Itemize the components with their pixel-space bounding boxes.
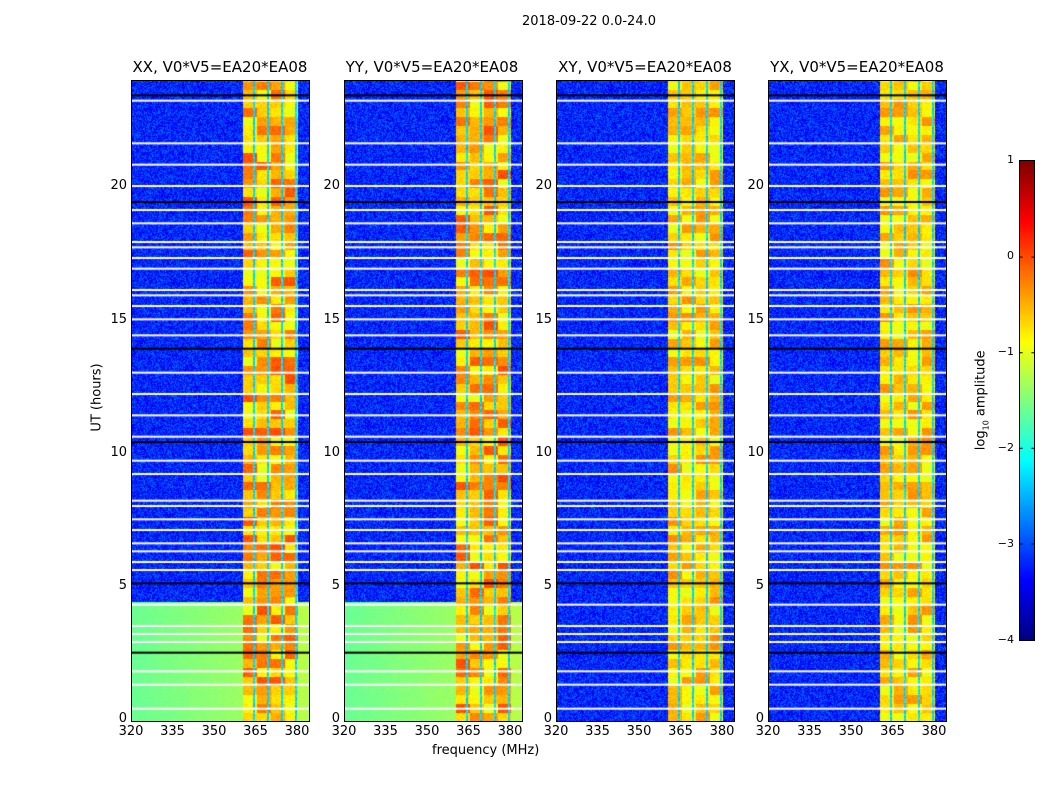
colorbar-tick-label: 1 bbox=[1007, 153, 1014, 166]
y-tick-label: 15 bbox=[747, 311, 764, 327]
heatmap-yx bbox=[768, 80, 947, 722]
y-tick-label: 10 bbox=[535, 444, 552, 460]
y-tick-label: 10 bbox=[323, 444, 340, 460]
x-tick-label: 350 bbox=[414, 724, 440, 739]
y-tick-label: 20 bbox=[747, 178, 764, 194]
x-tick-label: 335 bbox=[797, 724, 822, 739]
x-tick-label: 335 bbox=[160, 724, 185, 739]
x-tick-label: 350 bbox=[201, 724, 227, 739]
colorbar-tick-label: −1 bbox=[997, 345, 1014, 358]
x-tick-label: 320 bbox=[118, 724, 144, 739]
x-tick-label: 320 bbox=[331, 724, 357, 739]
y-tick-label: 15 bbox=[110, 311, 127, 327]
colorbar-label: log10 amplitude bbox=[973, 350, 991, 451]
x-tick-label: 365 bbox=[456, 724, 481, 739]
colorbar bbox=[1019, 160, 1035, 641]
x-tick-label: 335 bbox=[585, 724, 610, 739]
y-tick-label: 15 bbox=[535, 311, 552, 327]
y-tick-label: 5 bbox=[543, 577, 552, 593]
colorbar-tick-label: −3 bbox=[997, 537, 1014, 550]
y-tick-label: 5 bbox=[755, 577, 764, 593]
heatmap-xy bbox=[556, 80, 735, 722]
x-tick-label: 380 bbox=[497, 724, 523, 739]
heatmap-xx bbox=[131, 80, 310, 722]
x-tick-label: 320 bbox=[755, 724, 781, 739]
x-tick-label: 350 bbox=[838, 724, 864, 739]
y-tick-label: 0 bbox=[543, 711, 552, 726]
y-tick-label: 20 bbox=[110, 178, 127, 194]
figure-title: 2018-09-22 0.0-24.0 bbox=[522, 14, 656, 29]
panel-title-xx: XX, V0*V5=EA20*EA08 bbox=[132, 58, 308, 76]
y-axis-label: UT (hours) bbox=[89, 363, 105, 432]
x-tick-label: 320 bbox=[543, 724, 569, 739]
y-tick-label: 5 bbox=[331, 577, 340, 593]
x-tick-label: 365 bbox=[243, 724, 268, 739]
panel-title-yx: YX, V0*V5=EA20*EA08 bbox=[770, 58, 944, 76]
x-tick-label: 380 bbox=[284, 724, 310, 739]
y-tick-label: 10 bbox=[110, 444, 127, 460]
y-tick-label: 0 bbox=[331, 711, 340, 726]
y-tick-label: 15 bbox=[323, 311, 340, 327]
x-tick-label: 365 bbox=[668, 724, 693, 739]
y-tick-label: 10 bbox=[747, 444, 764, 460]
y-tick-label: 5 bbox=[118, 577, 127, 593]
y-tick-label: 20 bbox=[535, 178, 552, 194]
colorbar-tick-label: −2 bbox=[997, 441, 1014, 454]
x-tick-label: 380 bbox=[709, 724, 735, 739]
panel-title-yy: YY, V0*V5=EA20*EA08 bbox=[345, 58, 519, 76]
panel-title-xy: XY, V0*V5=EA20*EA08 bbox=[558, 58, 732, 76]
heatmap-yy bbox=[344, 80, 523, 722]
y-tick-label: 0 bbox=[755, 711, 764, 726]
y-tick-label: 0 bbox=[118, 711, 127, 726]
x-tick-label: 380 bbox=[921, 724, 947, 739]
x-tick-label: 365 bbox=[880, 724, 905, 739]
colorbar-tick-label: −4 bbox=[997, 633, 1014, 646]
x-tick-label: 335 bbox=[373, 724, 398, 739]
x-tick-label: 350 bbox=[626, 724, 652, 739]
x-axis-label: frequency (MHz) bbox=[432, 743, 540, 758]
y-tick-label: 20 bbox=[323, 178, 340, 194]
colorbar-tick-label: 0 bbox=[1007, 249, 1014, 262]
